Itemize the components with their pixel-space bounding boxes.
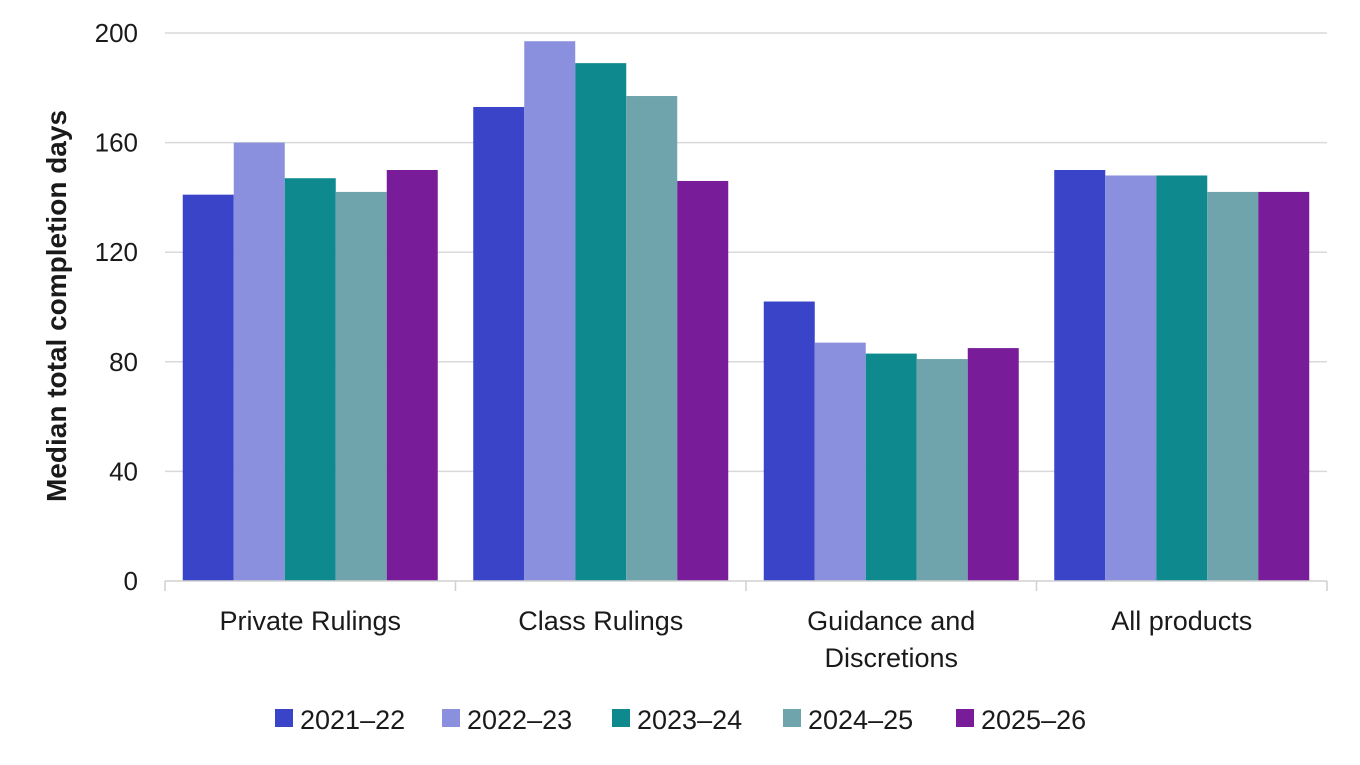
legend-swatch — [442, 709, 460, 727]
x-category-label: All products — [1111, 606, 1252, 636]
bar — [1258, 191, 1310, 582]
bar — [1105, 175, 1157, 582]
bar — [386, 170, 438, 581]
legend-label: 2022–23 — [467, 705, 572, 735]
bar — [763, 301, 815, 581]
bar — [1156, 175, 1208, 582]
bar — [916, 359, 968, 581]
bars — [182, 41, 1310, 582]
y-tick-label: 80 — [109, 347, 138, 377]
bar — [1207, 191, 1259, 582]
axes — [164, 580, 1328, 591]
y-tick-label: 120 — [95, 237, 138, 267]
legend-label: 2021–22 — [300, 705, 405, 735]
y-axis-title: Median total completion days — [41, 110, 72, 502]
bar — [524, 41, 576, 582]
bar — [182, 194, 234, 581]
bar — [233, 142, 285, 581]
legend-swatch — [612, 709, 630, 727]
y-tick-label: 40 — [109, 456, 138, 486]
y-tick-labels: 0 40 80 120 160 200 — [95, 18, 138, 596]
bar — [1054, 170, 1106, 581]
y-tick-label: 0 — [124, 566, 138, 596]
legend-swatch — [783, 709, 801, 727]
y-tick-label: 200 — [95, 18, 138, 48]
bar — [677, 180, 729, 581]
bar — [967, 348, 1019, 581]
bar — [473, 106, 525, 581]
x-category-labels: Private Rulings Class Rulings Guidance and… — [219, 606, 1252, 673]
legend-swatch — [956, 709, 974, 727]
bar — [335, 191, 387, 582]
legend-label: 2024–25 — [808, 705, 913, 735]
bar — [865, 353, 917, 581]
bar — [626, 96, 678, 582]
x-category-label: Guidance and — [807, 606, 975, 636]
legend-label: 2025–26 — [981, 705, 1086, 735]
bar — [284, 178, 336, 581]
legend: 2021–22 2022–23 2023–24 2024–25 2025–26 — [275, 705, 1086, 735]
legend-swatch — [275, 709, 293, 727]
bar — [814, 342, 866, 581]
bar — [575, 63, 627, 581]
legend-label: 2023–24 — [637, 705, 742, 735]
x-category-label: Discretions — [824, 643, 958, 673]
y-tick-label: 160 — [95, 128, 138, 158]
x-category-label: Class Rulings — [518, 606, 683, 636]
x-category-label: Private Rulings — [219, 606, 401, 636]
